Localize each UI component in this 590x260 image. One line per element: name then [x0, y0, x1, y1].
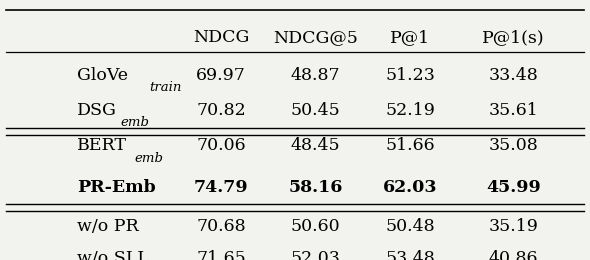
Text: 35.61: 35.61 [489, 102, 538, 119]
Text: 53.48: 53.48 [385, 250, 435, 260]
Text: 40.86: 40.86 [489, 250, 538, 260]
Text: 48.87: 48.87 [291, 67, 340, 84]
Text: emb: emb [135, 152, 163, 165]
Text: 70.82: 70.82 [196, 102, 246, 119]
Text: 50.48: 50.48 [385, 218, 435, 235]
Text: 69.97: 69.97 [196, 67, 246, 84]
Text: NDCG: NDCG [193, 29, 250, 46]
Text: 74.79: 74.79 [194, 179, 248, 196]
Text: 48.45: 48.45 [291, 137, 340, 154]
Text: 51.23: 51.23 [385, 67, 435, 84]
Text: 45.99: 45.99 [486, 179, 540, 196]
Text: w/o SLL: w/o SLL [77, 250, 149, 260]
Text: 52.19: 52.19 [385, 102, 435, 119]
Text: PR-Emb: PR-Emb [77, 179, 155, 196]
Text: 33.48: 33.48 [489, 67, 538, 84]
Text: BERT: BERT [77, 137, 127, 154]
Text: 52.03: 52.03 [291, 250, 340, 260]
Text: 70.68: 70.68 [196, 218, 246, 235]
Text: 58.16: 58.16 [289, 179, 343, 196]
Text: 62.03: 62.03 [383, 179, 437, 196]
Text: 50.60: 50.60 [291, 218, 340, 235]
Text: 35.08: 35.08 [489, 137, 538, 154]
Text: 71.65: 71.65 [196, 250, 246, 260]
Text: w/o PR: w/o PR [77, 218, 139, 235]
Text: P@1(s): P@1(s) [482, 29, 545, 46]
Text: DSG: DSG [77, 102, 117, 119]
Text: P@1: P@1 [390, 29, 430, 46]
Text: train: train [149, 81, 181, 94]
Text: emb: emb [120, 116, 149, 129]
Text: GloVe: GloVe [77, 67, 127, 84]
Text: 35.19: 35.19 [489, 218, 538, 235]
Text: 70.06: 70.06 [196, 137, 246, 154]
Text: 50.45: 50.45 [291, 102, 340, 119]
Text: NDCG@5: NDCG@5 [273, 29, 358, 46]
Text: 51.66: 51.66 [385, 137, 435, 154]
